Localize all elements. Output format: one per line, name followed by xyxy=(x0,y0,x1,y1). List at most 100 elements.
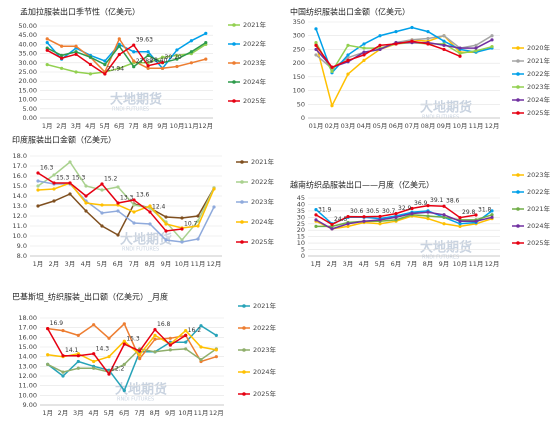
point xyxy=(92,366,96,370)
y-tick-label: 50.00 xyxy=(18,22,37,30)
point xyxy=(45,63,49,67)
point xyxy=(153,350,157,354)
point xyxy=(458,51,462,56)
legend-marker xyxy=(516,190,520,194)
x-tick-label: 3月 xyxy=(343,260,354,268)
point xyxy=(148,222,152,226)
point xyxy=(314,213,318,217)
point xyxy=(153,328,157,332)
y-tick-label: 30.00 xyxy=(18,59,37,67)
point xyxy=(458,215,462,220)
legend-label: 2022年 xyxy=(527,69,550,78)
legend-marker xyxy=(242,392,246,396)
point xyxy=(184,333,188,337)
x-tick-label: 8月 xyxy=(423,260,434,268)
point xyxy=(474,213,478,217)
y-tick-label: 18.0 xyxy=(13,152,27,160)
legend-marker xyxy=(242,348,246,352)
watermark-sub: RNDI FUTURES xyxy=(112,107,149,113)
x-tick-label: 10月 xyxy=(453,122,468,130)
point xyxy=(92,359,96,364)
x-tick-label: 8月 xyxy=(150,409,161,417)
legend-label: 2023年 xyxy=(527,170,550,179)
point xyxy=(100,224,104,228)
y-tick-label: 13.00 xyxy=(18,362,37,370)
x-tick-label: 04月 xyxy=(357,122,372,130)
data-label: 14.3 xyxy=(96,345,110,352)
x-tick-label: 12月 xyxy=(485,260,500,268)
point xyxy=(410,39,414,43)
point xyxy=(103,63,107,67)
y-tick-label: 18.00 xyxy=(18,314,37,322)
chart-title: 巴基斯坦_纺织服装_出口额（亿美元）_月度 xyxy=(12,292,168,302)
data-label: 13.3 xyxy=(120,195,134,202)
x-tick-label: 1月 xyxy=(33,260,44,268)
point xyxy=(117,52,121,57)
point xyxy=(100,188,104,192)
point xyxy=(180,216,184,220)
y-tick-label: 40 xyxy=(297,200,305,208)
point xyxy=(362,53,366,57)
point xyxy=(146,64,150,68)
x-tick-label: 12月 xyxy=(209,409,224,417)
series-line xyxy=(316,214,493,228)
x-tick-label: 9月 xyxy=(161,260,172,268)
point xyxy=(74,70,78,74)
legend-label: 2025年 xyxy=(253,389,277,398)
data-label: 27.88 xyxy=(136,58,153,65)
point xyxy=(196,237,200,241)
legend-marker xyxy=(232,23,236,27)
y-tick-label: 20.00 xyxy=(18,77,37,85)
point xyxy=(160,60,165,65)
point xyxy=(168,336,172,340)
point xyxy=(189,39,193,43)
point xyxy=(442,43,446,47)
x-tick-label: 1月 xyxy=(42,122,53,130)
point xyxy=(490,38,494,42)
point xyxy=(346,53,350,57)
data-label: 15.3 xyxy=(72,175,86,182)
x-tick-label: 09月 xyxy=(437,122,452,130)
point xyxy=(378,47,382,52)
point xyxy=(84,194,88,198)
x-tick-label: 7月 xyxy=(134,409,145,417)
y-tick-label: 200 xyxy=(293,59,305,67)
legend-label: 2022年 xyxy=(251,177,275,186)
point xyxy=(458,46,462,50)
point xyxy=(68,181,72,185)
legend-marker xyxy=(516,173,520,177)
x-tick-label: 7月 xyxy=(407,260,418,268)
series-line xyxy=(315,34,493,108)
watermark: 大地期货 xyxy=(120,232,172,248)
data-label: 31.9 xyxy=(318,206,332,213)
point xyxy=(92,352,96,356)
series-line xyxy=(315,40,461,69)
y-tick-label: 11.0 xyxy=(13,222,27,230)
point xyxy=(61,370,65,374)
x-tick-label: 11月 xyxy=(184,122,199,130)
data-label: 36.9 xyxy=(414,200,428,207)
y-tick-label: 11.00 xyxy=(18,382,37,390)
point xyxy=(378,34,382,38)
point xyxy=(378,43,382,47)
legend-label: 2023年 xyxy=(527,82,550,91)
y-tick-label: 12.0 xyxy=(13,212,27,220)
data-label: 16.9 xyxy=(50,320,64,327)
point xyxy=(107,355,111,359)
point xyxy=(204,40,208,45)
point xyxy=(100,203,104,207)
point xyxy=(410,206,414,211)
point xyxy=(46,353,50,357)
point xyxy=(74,50,78,54)
point xyxy=(442,213,446,217)
point xyxy=(160,55,165,59)
point xyxy=(410,211,414,216)
data-label: 15.3 xyxy=(126,336,140,343)
point xyxy=(132,203,136,207)
point xyxy=(122,342,126,346)
y-tick-label: 150 xyxy=(293,73,305,81)
point xyxy=(346,72,350,76)
y-tick-label: 8.0 xyxy=(17,252,27,260)
y-tick-label: 16.0 xyxy=(13,172,27,180)
data-label: 29.8 xyxy=(462,209,476,216)
